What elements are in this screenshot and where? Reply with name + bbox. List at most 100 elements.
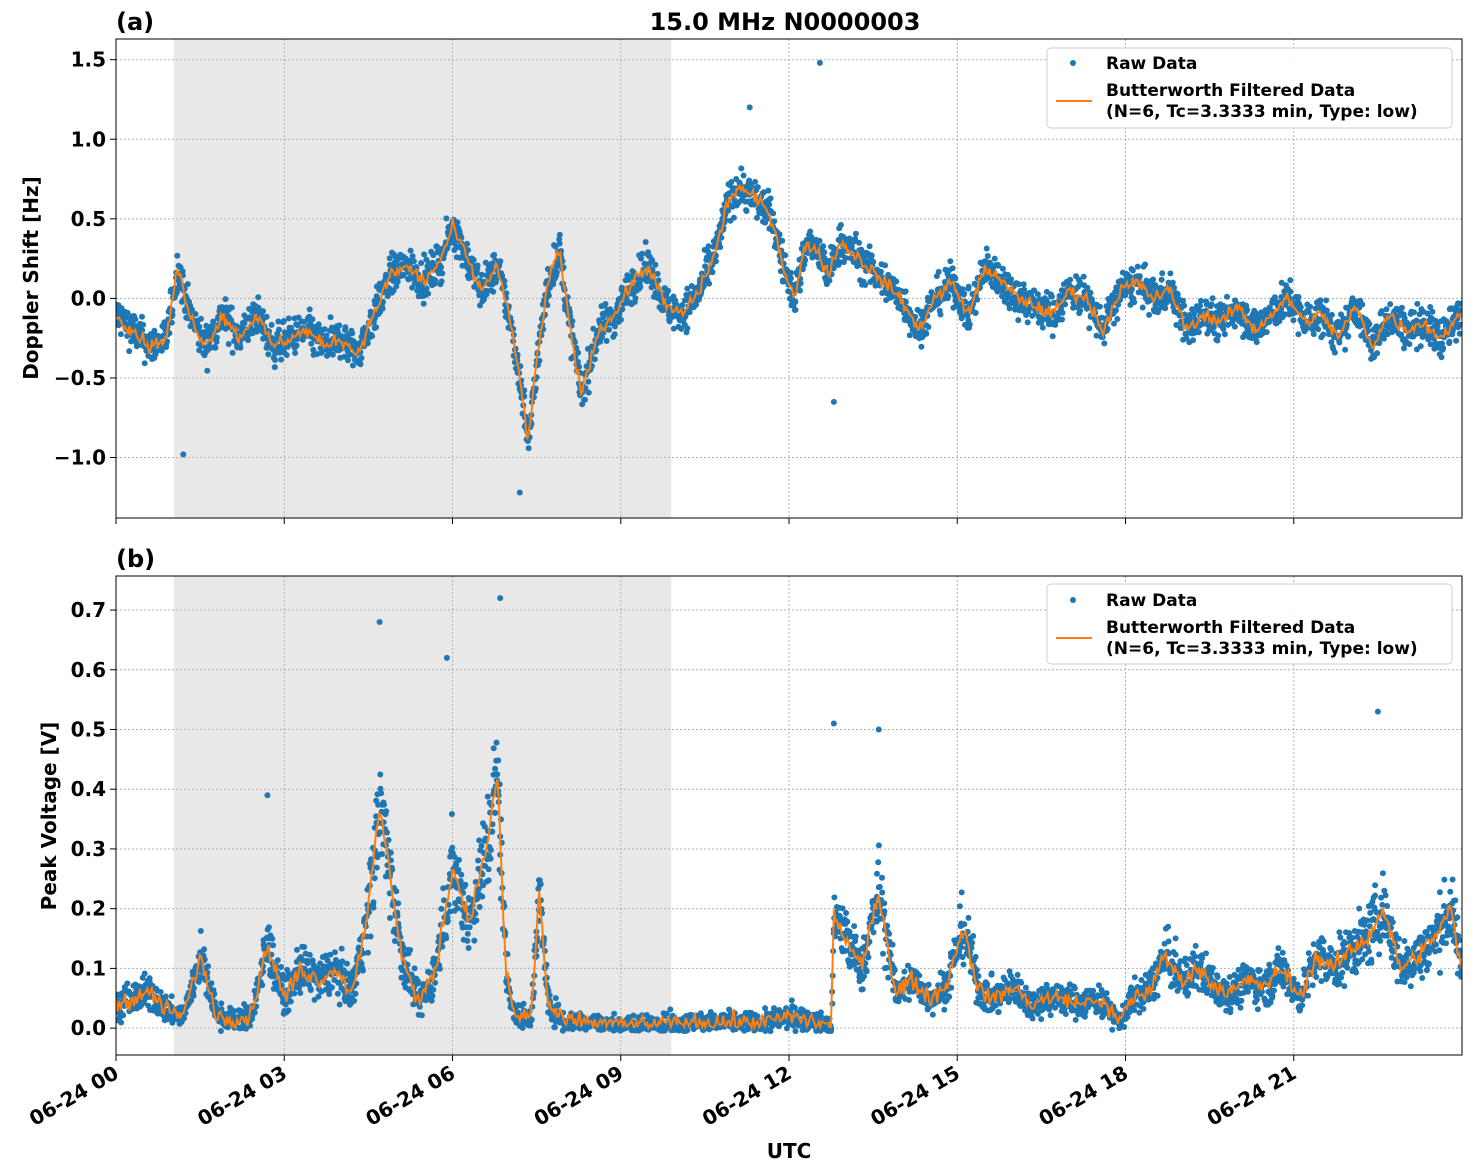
raw-data-point <box>1190 337 1197 344</box>
raw-data-point <box>139 313 145 320</box>
raw-data-point <box>222 296 229 303</box>
raw-data-point <box>428 997 435 1004</box>
raw-data-point <box>879 290 886 296</box>
raw-data-outlier <box>180 451 187 458</box>
raw-data-point <box>552 243 559 250</box>
raw-data-point <box>1099 334 1106 341</box>
raw-data-point <box>373 864 380 871</box>
raw-data-point <box>1323 307 1330 314</box>
raw-data-point <box>1111 320 1117 327</box>
raw-data-point <box>315 321 322 328</box>
raw-data-point <box>617 316 624 323</box>
raw-data-point <box>937 311 944 318</box>
raw-data-point <box>1427 341 1434 348</box>
raw-data-point <box>440 885 447 892</box>
raw-data-point <box>738 165 745 172</box>
raw-data-point <box>272 357 278 363</box>
raw-data-point <box>585 378 592 385</box>
raw-data-point <box>485 877 492 884</box>
raw-data-point <box>237 344 244 351</box>
raw-data-point <box>1281 311 1288 318</box>
raw-data-point <box>520 1000 527 1007</box>
raw-data-point <box>1086 325 1093 332</box>
raw-data-point <box>474 262 481 269</box>
raw-data-point <box>436 965 443 972</box>
raw-data-point <box>1113 307 1119 314</box>
raw-data-point <box>261 335 268 342</box>
raw-data-point <box>438 278 445 285</box>
raw-data-point <box>365 949 371 956</box>
raw-data-point <box>837 222 844 228</box>
raw-data-point <box>228 304 235 311</box>
raw-data-point <box>400 272 407 278</box>
raw-data-point <box>311 996 318 1003</box>
raw-data-point <box>1457 321 1462 328</box>
raw-data-point <box>189 306 195 313</box>
raw-data-point <box>947 258 954 265</box>
raw-data-point <box>495 757 502 764</box>
raw-data-point <box>1077 307 1084 314</box>
raw-data-point <box>1429 308 1436 315</box>
raw-data-point <box>447 908 454 915</box>
raw-data-point <box>255 294 262 301</box>
raw-data-point <box>1224 293 1230 300</box>
raw-data-point <box>439 943 446 950</box>
raw-data-point <box>1158 276 1165 283</box>
raw-data-point <box>371 875 378 882</box>
raw-data-point <box>342 324 349 331</box>
raw-data-point <box>400 944 407 951</box>
raw-data-point <box>585 389 592 396</box>
raw-data-point <box>693 301 699 308</box>
raw-data-point <box>1215 332 1222 339</box>
raw-data-point <box>323 332 330 339</box>
raw-data-point <box>157 989 164 995</box>
raw-data-point <box>575 358 581 365</box>
raw-data-point <box>370 904 377 911</box>
raw-data-point <box>820 243 827 250</box>
raw-data-point <box>329 351 336 358</box>
raw-data-point <box>1434 323 1441 330</box>
raw-data-point <box>259 982 266 989</box>
raw-data-point <box>490 745 497 752</box>
raw-data-point <box>301 944 308 950</box>
raw-data-point <box>309 957 316 964</box>
raw-data-point <box>475 886 482 892</box>
raw-data-point <box>1189 306 1196 313</box>
raw-data-point <box>280 971 287 978</box>
raw-data-point <box>493 276 500 283</box>
raw-data-point <box>1174 291 1181 298</box>
raw-data-point <box>1253 339 1260 346</box>
raw-data-point <box>309 316 316 323</box>
raw-data-point <box>602 301 609 307</box>
raw-data-point <box>1131 299 1138 306</box>
raw-data-point <box>1417 343 1424 350</box>
raw-data-point <box>1036 314 1043 321</box>
raw-data-point <box>140 321 147 328</box>
raw-data-point <box>358 355 365 361</box>
raw-data-point <box>269 935 276 942</box>
raw-data-point <box>525 445 532 452</box>
raw-data-point <box>754 214 760 221</box>
raw-data-point <box>484 793 491 800</box>
raw-data-point <box>283 352 290 358</box>
raw-data-point <box>1359 301 1366 308</box>
raw-data-point <box>1427 304 1434 310</box>
raw-data-point <box>218 1000 225 1007</box>
raw-data-point <box>443 215 450 222</box>
raw-data-point <box>196 323 203 330</box>
raw-data-point <box>181 1015 187 1022</box>
raw-data-point <box>454 905 461 912</box>
raw-data-point <box>821 249 828 256</box>
raw-data-point <box>1315 326 1322 333</box>
raw-data-point <box>519 1024 526 1031</box>
raw-data-point <box>438 264 445 271</box>
raw-data-point <box>307 987 314 993</box>
raw-data-point <box>1342 346 1349 353</box>
raw-data-point <box>384 829 390 836</box>
raw-data-point <box>379 305 386 312</box>
raw-data-point <box>1398 331 1405 338</box>
raw-data-point <box>935 268 942 275</box>
raw-data-point <box>882 262 889 269</box>
raw-data-point <box>1146 311 1153 318</box>
raw-data-point <box>575 349 582 356</box>
